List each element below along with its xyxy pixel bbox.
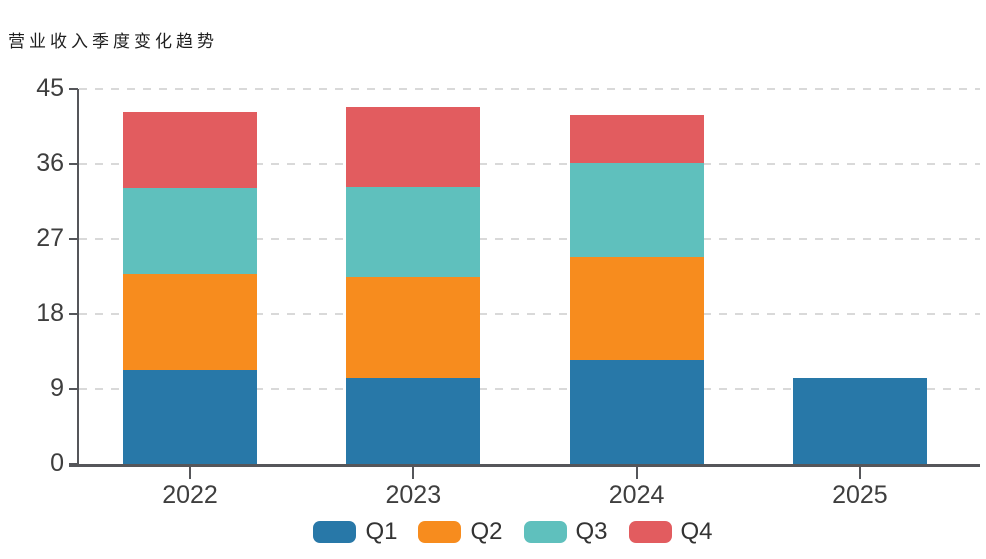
bar-2022-q4-segment[interactable] [123,111,257,189]
chart-title: 营业收入季度变化趋势 [8,32,218,51]
bar-2024-q3-segment[interactable] [569,163,704,258]
legend: Q1 Q2 Q3 Q4 [40,514,986,550]
y-axis-label: 18 [36,299,64,327]
gridline-y-27 [79,238,980,240]
y-axis-label: 0 [50,449,64,477]
gridline-y-18 [79,313,980,315]
bar-2023-q3-segment[interactable] [346,187,481,278]
bar-2025-q1-segment[interactable] [792,378,927,464]
x-axis-label: 2023 [385,481,442,509]
legend-label-q2: Q2 [470,518,503,545]
y-axis-tick [69,238,78,240]
legend-item-q4[interactable]: Q4 [628,518,713,545]
y-axis-tick [69,163,78,165]
gridline-y-36 [79,163,980,165]
y-axis-label: 27 [36,224,64,252]
y-axis-line [77,89,79,467]
legend-swatch-q3 [523,521,567,543]
bar-2022-q3-segment[interactable] [123,188,257,274]
bar-2024-q1-segment[interactable] [569,359,704,464]
y-axis-label: 9 [50,374,64,402]
legend-item-q2[interactable]: Q2 [418,518,503,545]
x-axis-label: 2024 [608,481,665,509]
legend-label-q1: Q1 [365,518,398,545]
bar-2022-q2-segment[interactable] [123,274,257,370]
legend-label-q3: Q3 [575,518,608,545]
gridline-y-9 [79,388,980,390]
x-axis-tick [412,467,415,479]
x-axis-line [69,464,980,467]
x-axis-label: 2022 [162,481,218,509]
y-axis-label: 45 [36,74,64,102]
x-axis-tick [635,467,638,479]
legend-label-q4: Q4 [680,518,713,545]
x-axis-tick [858,467,861,479]
legend-swatch-q1 [313,521,357,543]
bar-2023-q4-segment[interactable] [346,106,481,188]
x-axis-tick [189,467,191,479]
gridline-y-45 [79,88,980,90]
legend-swatch-q4 [628,521,672,543]
x-axis-label: 2025 [832,481,888,509]
legend-item-q1[interactable]: Q1 [313,520,397,544]
bar-2024-q4-segment[interactable] [569,114,704,164]
bar-2023-q1-segment[interactable] [346,378,481,464]
bar-2024-q2-segment[interactable] [569,257,704,360]
y-axis-label: 36 [36,149,64,177]
y-axis-tick [69,313,78,315]
legend-swatch-q2 [418,521,462,543]
bar-2022-q1-segment[interactable] [123,369,257,464]
y-axis-tick [69,88,78,90]
y-axis-tick [69,388,78,390]
legend-item-q3[interactable]: Q3 [523,518,608,545]
bar-2023-q2-segment[interactable] [346,277,481,379]
